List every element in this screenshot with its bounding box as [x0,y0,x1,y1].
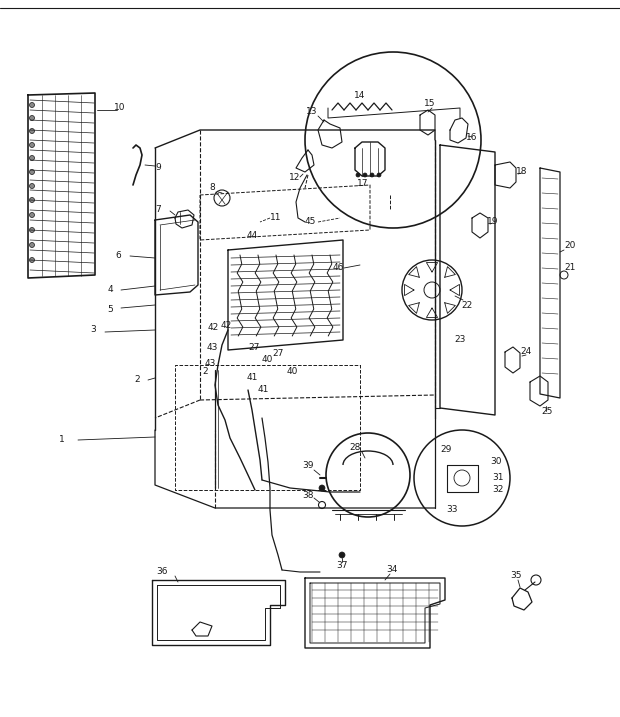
Text: 42: 42 [207,323,219,333]
Circle shape [30,156,35,161]
Text: 19: 19 [487,217,498,227]
Text: 29: 29 [440,445,452,455]
Text: 32: 32 [492,485,503,495]
Text: 27: 27 [249,343,260,353]
Text: 44: 44 [246,232,258,240]
Circle shape [319,485,325,491]
Text: 42: 42 [220,320,232,330]
Text: 30: 30 [490,457,502,467]
Text: 6: 6 [115,252,121,260]
Text: 22: 22 [461,300,472,310]
Text: 25: 25 [541,407,552,417]
Text: 9: 9 [155,163,161,173]
Text: 40: 40 [261,356,273,364]
Text: 43: 43 [206,343,218,353]
Text: 45: 45 [304,217,316,227]
Circle shape [30,242,35,247]
Text: 41: 41 [246,374,258,382]
Circle shape [30,184,35,189]
Text: 23: 23 [454,336,466,344]
Text: 8: 8 [209,184,215,192]
Text: 3: 3 [90,326,96,335]
Text: 31: 31 [492,473,503,482]
Text: 35: 35 [510,571,522,581]
Circle shape [30,227,35,232]
Text: 17: 17 [357,179,369,188]
Text: 38: 38 [303,490,314,500]
Text: 27: 27 [272,348,284,358]
Text: 1: 1 [59,435,65,445]
Text: 14: 14 [354,92,366,100]
Circle shape [30,103,35,108]
Circle shape [356,173,360,177]
Text: 4: 4 [107,285,113,295]
Circle shape [30,128,35,133]
Text: 40: 40 [286,368,298,376]
Text: 36: 36 [156,567,168,576]
Circle shape [30,115,35,120]
Circle shape [30,257,35,262]
Text: 10: 10 [114,103,126,113]
Circle shape [30,212,35,217]
Text: 46: 46 [332,264,343,272]
Text: 20: 20 [564,240,576,250]
Text: 13: 13 [306,108,317,116]
Circle shape [30,169,35,174]
Circle shape [30,143,35,148]
Text: 37: 37 [336,561,348,569]
Text: 34: 34 [386,566,397,574]
Circle shape [363,173,367,177]
Text: 39: 39 [303,462,314,470]
Text: 18: 18 [516,168,528,176]
Circle shape [339,552,345,558]
Text: 2: 2 [202,368,208,376]
Text: 15: 15 [424,100,436,108]
Text: 11: 11 [270,214,281,222]
Circle shape [30,197,35,202]
Text: 16: 16 [466,133,478,143]
Circle shape [377,173,381,177]
Text: 41: 41 [257,386,268,394]
Text: 2: 2 [134,376,140,384]
Text: 5: 5 [107,305,113,315]
Text: 7: 7 [155,206,161,214]
Text: 24: 24 [520,348,531,356]
Text: 33: 33 [446,505,458,515]
Circle shape [370,173,374,177]
Text: 12: 12 [290,174,301,183]
Text: 28: 28 [349,444,361,452]
Text: 21: 21 [564,264,576,272]
Text: 43: 43 [205,358,216,368]
